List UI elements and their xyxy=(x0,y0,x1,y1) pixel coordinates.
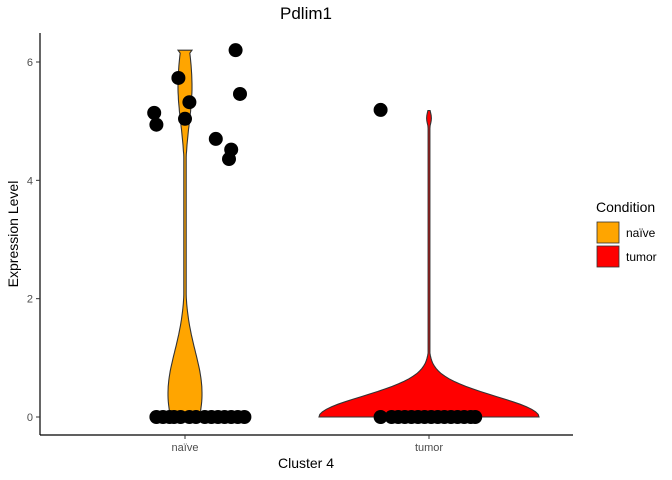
y-tick-label: 0 xyxy=(27,412,33,424)
data-point xyxy=(147,105,162,120)
data-point xyxy=(228,43,243,58)
data-point xyxy=(237,410,252,424)
violin-naive xyxy=(167,49,203,418)
x-tick-label: naïve xyxy=(172,442,199,454)
data-point xyxy=(468,410,483,424)
legend-swatch-naive xyxy=(596,221,620,244)
legend-label-tumor: tumor xyxy=(626,250,657,264)
data-point xyxy=(149,117,164,132)
legend-swatch-tumor xyxy=(596,245,620,268)
data-point xyxy=(373,410,388,424)
x-ticks: naïve tumor xyxy=(172,435,443,454)
y-axis-title: Expression Level xyxy=(5,181,21,288)
data-point xyxy=(233,86,247,101)
violin-tumor xyxy=(318,109,540,418)
x-tick-label: tumor xyxy=(415,442,443,454)
legend-label-naive: naïve xyxy=(626,226,656,240)
data-point xyxy=(178,111,192,126)
data-point xyxy=(373,102,388,117)
legend-title: Condition xyxy=(596,199,655,215)
data-points xyxy=(147,43,483,424)
data-point xyxy=(208,131,223,146)
x-axis-title: Cluster 4 xyxy=(278,455,334,471)
y-tick-label: 2 xyxy=(27,294,33,306)
legend: Condition naïve tumor xyxy=(596,199,657,268)
data-point xyxy=(224,142,239,157)
data-point xyxy=(171,70,186,85)
y-tick-label: 4 xyxy=(27,175,33,187)
data-point xyxy=(182,95,197,110)
y-tick-label: 6 xyxy=(27,57,33,69)
y-ticks: 0 2 4 6 xyxy=(27,57,40,424)
violins xyxy=(167,49,540,418)
plot-title: Pdlim1 xyxy=(280,4,332,23)
